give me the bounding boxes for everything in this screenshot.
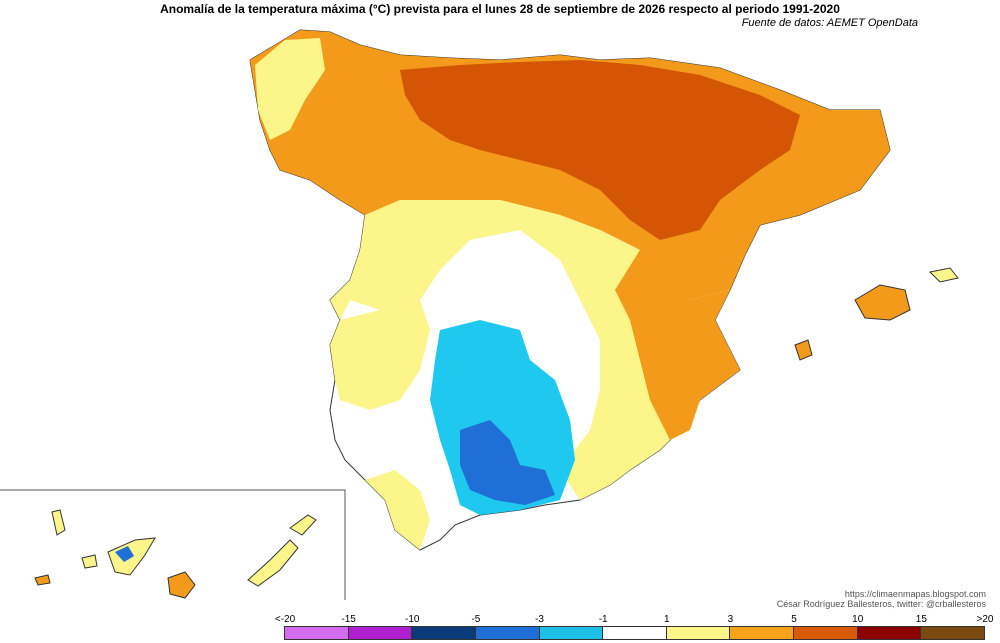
legend-tick-label: -1 bbox=[598, 614, 608, 625]
canary-inset-frame bbox=[0, 489, 346, 600]
legend-swatch bbox=[347, 626, 413, 640]
legend-tick-label: -10 bbox=[405, 614, 420, 625]
legend-swatches bbox=[284, 626, 986, 640]
fuerteventura-island bbox=[247, 539, 299, 587]
credit-url: https://climaenmapas.blogspot.com bbox=[844, 589, 986, 599]
legend-tick-label: 5 bbox=[791, 614, 797, 625]
legend-tick-label: 15 bbox=[915, 614, 927, 625]
legend-swatch bbox=[474, 626, 540, 640]
southwest-yellow-zone bbox=[365, 470, 430, 550]
legend-tick-label: -5 bbox=[471, 614, 481, 625]
legend-tick-label: 10 bbox=[852, 614, 864, 625]
legend-tick-label: 1 bbox=[664, 614, 670, 625]
legend-tick-label: -15 bbox=[341, 614, 356, 625]
legend-tick-label: 3 bbox=[727, 614, 734, 625]
la-gomera-island bbox=[81, 554, 98, 569]
legend-swatch bbox=[920, 626, 986, 640]
legend-swatch bbox=[856, 626, 922, 640]
color-legend: <-20 -15 -10 -5 -3 -1 1 3 5 10 15 >20 bbox=[275, 614, 993, 642]
north-dark-orange-zone bbox=[400, 60, 800, 240]
legend-tick-label: <-20 bbox=[274, 614, 296, 625]
legend-swatch bbox=[793, 626, 858, 640]
legend-swatch bbox=[602, 626, 667, 640]
gran-canaria-island bbox=[167, 571, 196, 599]
south-blue-zone bbox=[460, 420, 555, 505]
ibiza-island bbox=[794, 339, 813, 361]
legend-swatch bbox=[729, 626, 795, 640]
menorca-island bbox=[928, 267, 959, 283]
el-hierro-island bbox=[34, 574, 51, 586]
legend-swatch bbox=[538, 626, 604, 640]
east-orange-zone bbox=[615, 250, 740, 440]
west-yellow-zone bbox=[330, 300, 430, 410]
la-palma-island bbox=[51, 509, 66, 536]
galicia-yellow-zone bbox=[255, 38, 325, 140]
legend-swatch bbox=[665, 626, 731, 640]
lanzarote-island bbox=[289, 514, 317, 536]
tenerife-blue-core bbox=[115, 546, 134, 562]
credit-author: César Rodríguez Ballesteros, twitter: @c… bbox=[776, 599, 986, 609]
legend-swatch bbox=[284, 626, 349, 640]
legend-swatch bbox=[411, 626, 476, 640]
legend-tick-label: -3 bbox=[535, 614, 544, 625]
map-title: Anomalía de la temperatura máxima (°C) p… bbox=[160, 2, 840, 16]
legend-tick-label: >20 bbox=[976, 614, 994, 625]
data-source: Fuente de datos: AEMET OpenData bbox=[741, 17, 918, 29]
mallorca-island bbox=[854, 284, 911, 321]
